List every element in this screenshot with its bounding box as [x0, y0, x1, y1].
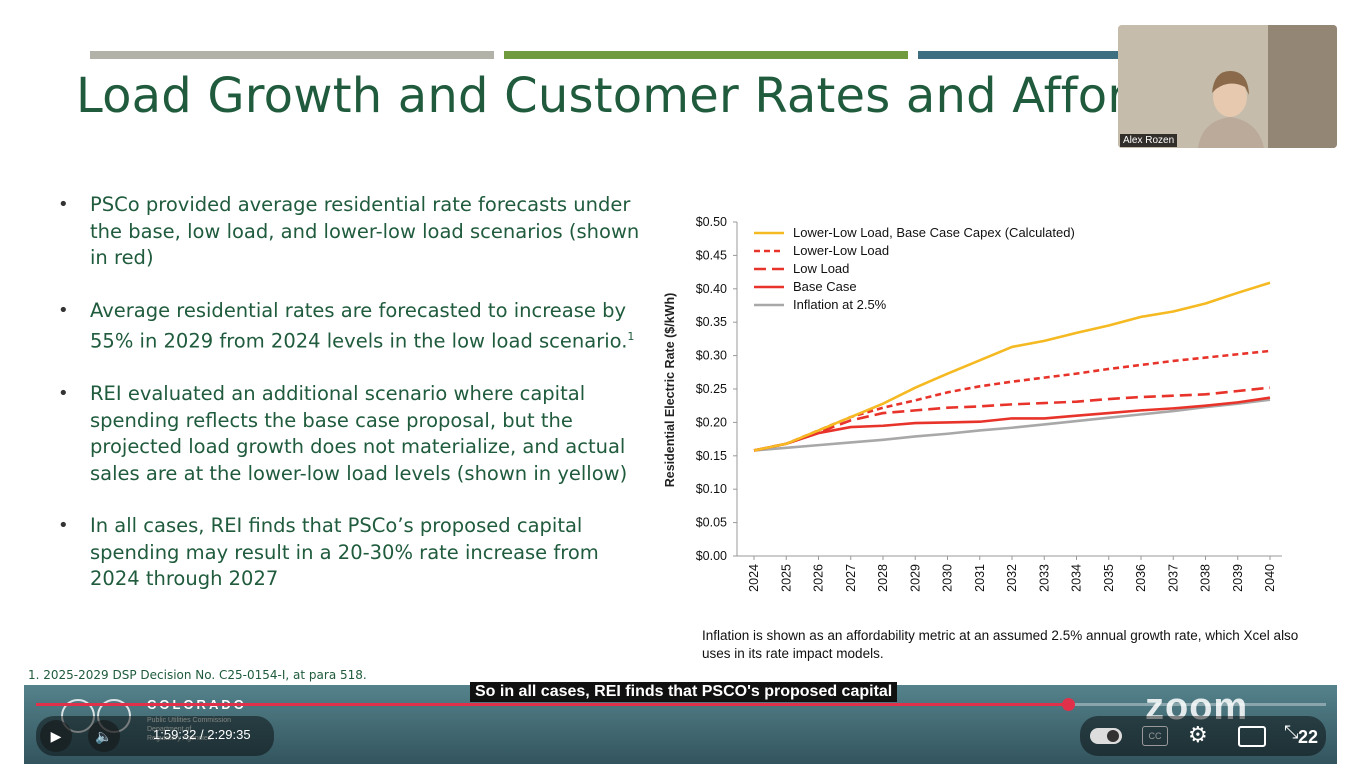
x-tick-label: 2040	[1263, 564, 1277, 592]
series-line	[753, 386, 1271, 452]
play-button[interactable]: ▶	[40, 720, 72, 752]
x-tick-label: 2029	[908, 564, 922, 592]
x-tick-label: 2036	[1134, 564, 1148, 592]
bullet-text: In all cases, REI finds that PSCo’s prop…	[90, 514, 599, 590]
playback-time: 1:59:32 / 2:29:35	[153, 727, 251, 742]
y-tick-label: $0.20	[696, 415, 727, 429]
settings-gear-icon[interactable]: ⚙	[1188, 722, 1208, 747]
bullet-text: REI evaluated an additional scenario whe…	[90, 382, 628, 485]
x-tick-label: 2033	[1037, 564, 1051, 592]
series-line	[753, 281, 1271, 452]
x-tick-label: 2032	[1005, 564, 1019, 592]
chart-note: Inflation is shown as an affordability m…	[702, 628, 1299, 661]
bullet-text: PSCo provided average residential rate f…	[90, 193, 640, 269]
progress-scrubber[interactable]	[1062, 698, 1075, 711]
series-line	[753, 398, 1271, 452]
y-tick-label: $0.15	[696, 449, 727, 463]
slide-number: 22	[1298, 727, 1319, 747]
x-tick-label: 2030	[941, 564, 955, 592]
footnote-ref: 1	[627, 330, 635, 343]
y-tick-label: $0.10	[696, 482, 727, 496]
bullet-item: Average residential rates are forecasted…	[58, 298, 648, 356]
slide-title: Load Growth and Customer Rates and Affor…	[76, 68, 1158, 124]
bullet-item: REI evaluated an additional scenario whe…	[58, 381, 648, 487]
x-tick-label: 2038	[1199, 564, 1213, 592]
bullet-item: In all cases, REI finds that PSCo’s prop…	[58, 513, 648, 593]
autoplay-toggle[interactable]	[1090, 728, 1122, 744]
theater-mode-icon[interactable]	[1238, 726, 1266, 747]
legend-label: Low Load	[793, 261, 849, 276]
x-tick-label: 2027	[844, 564, 858, 592]
y-tick-label: $0.40	[696, 282, 727, 296]
left-controls-pill	[36, 716, 274, 756]
legend-label: Base Case	[793, 279, 857, 294]
x-tick-label: 2031	[973, 564, 987, 592]
series-lines	[753, 281, 1271, 452]
x-tick-label: 2037	[1166, 564, 1180, 592]
volume-button[interactable]: 🔈	[88, 720, 120, 752]
chart-legend: Lower-Low Load, Base Case Capex (Calcula…	[754, 225, 1075, 312]
header-bar-green	[504, 51, 908, 59]
speaker-figure	[1118, 25, 1337, 148]
x-tick-label: 2035	[1102, 564, 1116, 592]
puc-line: Department of	[147, 726, 192, 733]
y-axis-label: Residential Electric Rate ($/kWh)	[663, 293, 677, 488]
header-bar-gray	[90, 51, 494, 59]
progress-fill	[36, 703, 1068, 706]
x-tick-label: 2034	[1070, 564, 1084, 592]
legend-label: Lower-Low Load	[793, 243, 889, 258]
x-tick-label: 2028	[876, 564, 890, 592]
bullet-list: PSCo provided average residential rate f…	[58, 192, 648, 593]
bullet-item: PSCo provided average residential rate f…	[58, 192, 648, 272]
puc-line: Regulatory Agencies	[147, 735, 212, 742]
series-line	[753, 396, 1271, 452]
y-tick-label: $0.45	[696, 248, 727, 262]
y-tick-label: $0.50	[696, 215, 727, 229]
y-tick-label: $0.35	[696, 315, 727, 329]
zoom-logo: zoom	[1145, 686, 1249, 728]
webcam-name-label: Alex Rozen	[1120, 134, 1178, 147]
y-tick-label: $0.30	[696, 349, 727, 363]
y-tick-label: $0.00	[696, 549, 727, 563]
puc-logo-text: Public Utilities Commission Department o…	[147, 716, 231, 743]
x-tick-label: 2026	[812, 564, 826, 592]
legend-label: Inflation at 2.5%	[793, 297, 887, 312]
x-tick-label: 2039	[1231, 564, 1245, 592]
header-bar-teal	[918, 51, 1118, 59]
puc-line: Public Utilities Commission	[147, 717, 232, 724]
bullet-text: Average residential rates are forecasted…	[90, 298, 628, 353]
footnote: 1. 2025-2029 DSP Decision No. C25-0154-I…	[28, 668, 367, 682]
rate-forecast-chart: Residential Electric Rate ($/kWh) $0.00$…	[663, 215, 1282, 592]
x-tick-label: 2024	[747, 564, 761, 592]
cc-button[interactable]: CC	[1142, 726, 1168, 746]
series-line	[753, 349, 1271, 452]
closed-caption: So in all cases, REI finds that PSCO's p…	[470, 682, 898, 702]
x-tick-labels: 2024 2025 2026 2027 2028 2029 2030 2031 2032 2033…	[747, 556, 1277, 592]
x-tick-label: 2025	[779, 564, 793, 592]
y-tick-label: $0.25	[696, 382, 727, 396]
legend-label: Lower-Low Load, Base Case Capex (Calcula…	[793, 225, 1075, 240]
toggle-knob	[1107, 730, 1119, 742]
fullscreen-icon[interactable]: ⤡	[1284, 722, 1299, 742]
y-tick-labels: $0.00 $0.05 $0.10 $0.15 $0.20 $0.25 $0.30 $0.35…	[696, 215, 737, 563]
webcam-thumbnail[interactable]	[1118, 25, 1337, 148]
y-tick-label: $0.05	[696, 516, 727, 530]
